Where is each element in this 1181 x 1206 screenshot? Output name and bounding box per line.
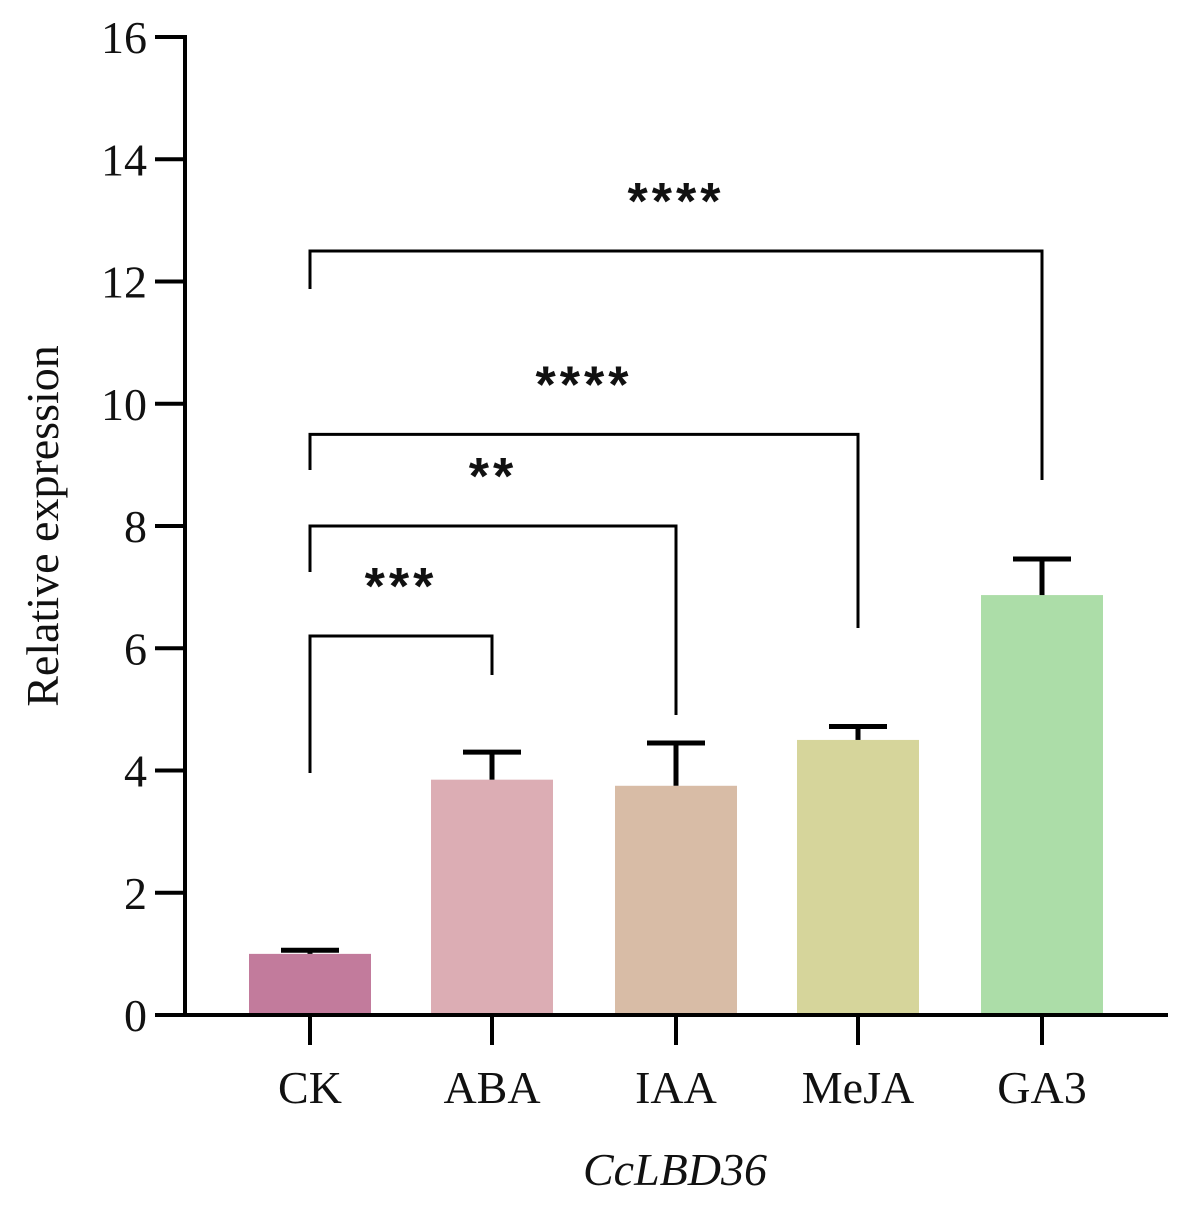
significance-label: ** <box>469 448 517 506</box>
y-tick-label: 12 <box>101 257 147 308</box>
bracket-line <box>308 524 678 715</box>
x-tick-label: MeJA <box>802 1062 914 1113</box>
x-tick-label: GA3 <box>997 1062 1086 1113</box>
y-tick-label: 4 <box>124 746 147 797</box>
bar-iaa <box>615 785 737 1015</box>
significance-label: **** <box>628 173 725 231</box>
significance-bracket: ** <box>308 448 678 715</box>
bracket-line <box>308 634 494 773</box>
x-tick-label: IAA <box>635 1062 717 1113</box>
bar-ck <box>249 953 371 1015</box>
significance-bracket: **** <box>308 173 1044 480</box>
x-axis-title: CcLBD36 <box>583 1144 767 1195</box>
y-tick-label: 0 <box>124 990 147 1041</box>
bar-meja <box>797 739 919 1015</box>
x-tick-label: ABA <box>443 1062 540 1113</box>
y-axis-label: Relative expression <box>17 345 68 707</box>
significance-label: *** <box>365 558 438 616</box>
bracket-line <box>308 249 1044 480</box>
y-tick-label: 16 <box>101 12 147 63</box>
significance-bracket: *** <box>308 558 494 773</box>
y-tick-label: 2 <box>124 868 147 919</box>
y-tick-label: 8 <box>124 501 147 552</box>
y-tick-label: 6 <box>124 623 147 674</box>
x-tick-label: CK <box>278 1062 342 1113</box>
significance-bracket: **** <box>308 356 860 628</box>
bar-ga3 <box>981 595 1103 1015</box>
bracket-line <box>308 432 860 628</box>
significance-label: **** <box>536 356 633 414</box>
y-tick-label: 14 <box>101 134 147 185</box>
y-tick-label: 10 <box>101 379 147 430</box>
bar-aba <box>431 779 553 1015</box>
